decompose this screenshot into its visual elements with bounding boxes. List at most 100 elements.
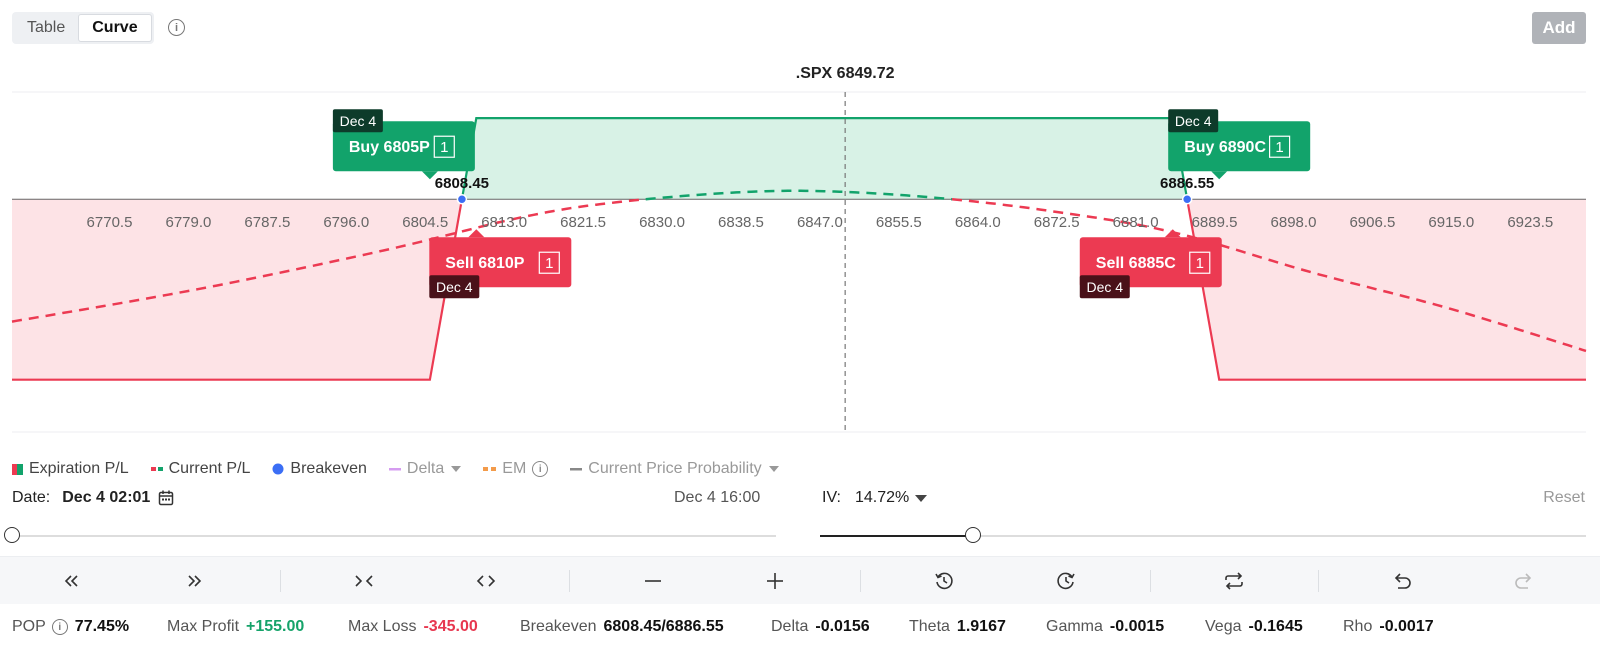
legend-expiration-pl[interactable]: Expiration P/L (12, 460, 129, 478)
theta-value: 1.9167 (956, 618, 1006, 635)
spot-price-label: .SPX 6849.72 (796, 65, 895, 82)
iv-value[interactable]: 14.72% (854, 489, 910, 506)
iv-slider-handle[interactable] (965, 527, 982, 543)
x-tick-label: 6804.5 (402, 214, 448, 231)
leg-tag-pointer (1211, 171, 1228, 180)
max-profit-value: +155.00 (246, 618, 305, 635)
leg-tag-pointer (468, 229, 485, 238)
view-toggle: Table Curve (12, 12, 154, 44)
leg-date-chip (429, 275, 480, 299)
legend-probability[interactable]: Current Price Probability (570, 460, 779, 478)
x-tick-label: 6821.5 (560, 214, 606, 231)
leg-date-label: Dec 4 (1175, 113, 1212, 129)
leg-tag-label: Buy 6805P (349, 139, 430, 156)
iv-slider-track[interactable] (820, 535, 1586, 537)
expand-range-icon[interactable] (472, 568, 500, 594)
breakeven-value: 6808.45/6886.55 (603, 618, 724, 635)
toolbar-divider (1318, 570, 1319, 592)
legend-breakeven[interactable]: Breakeven (272, 460, 367, 478)
max-loss-label: Max Loss (348, 618, 417, 635)
theta-label: Theta (909, 618, 950, 635)
date-slider-track[interactable] (12, 535, 776, 537)
pop-info-icon[interactable]: i (51, 619, 68, 635)
profit-area (461, 118, 1188, 200)
chevron-down-icon[interactable] (915, 494, 928, 502)
leg-date-chip (1079, 275, 1130, 299)
leg-tag-label: Sell 6810P (445, 255, 524, 272)
collapse-range-icon[interactable] (350, 568, 378, 594)
date-slider-handle[interactable] (4, 527, 20, 543)
reset-button[interactable]: Reset (1543, 489, 1585, 506)
x-tick-label: 6770.5 (87, 214, 133, 231)
leg-qty-label: 1 (440, 139, 448, 156)
leg-tag-box (332, 121, 475, 172)
rho-value: -0.0017 (1379, 618, 1434, 635)
legend-em-label: EM (502, 460, 527, 477)
undo-icon[interactable] (1388, 568, 1416, 594)
leg-qty-label: 1 (1275, 139, 1283, 156)
breakeven-dot (456, 193, 468, 205)
x-tick-label: 6796.0 (323, 214, 369, 231)
scroll-left-fast-icon[interactable] (58, 568, 86, 594)
current-pl-line (645, 189, 952, 201)
legend-em[interactable]: EM i (483, 460, 549, 478)
em-info-icon[interactable]: i (532, 461, 549, 477)
toolbar-divider (280, 570, 281, 592)
x-tick-label: 6830.0 (639, 214, 685, 231)
add-button[interactable]: Add (1532, 12, 1586, 44)
legend-probability-label: Current Price Probability (588, 460, 762, 477)
stat-gamma: Gamma -0.0015 (1046, 618, 1164, 636)
x-tick-label: 6906.5 (1349, 214, 1395, 231)
date-label: Date: (12, 489, 51, 506)
probability-swatch-icon (570, 467, 583, 470)
toolbar-divider (860, 570, 861, 592)
info-icon[interactable]: i (168, 19, 185, 36)
x-tick-label: 6881.0 (1113, 214, 1159, 231)
leg-qty-box (538, 251, 560, 274)
legend-current-pl[interactable]: Current P/L (150, 460, 250, 478)
leg-date-chip (1168, 109, 1219, 133)
max-profit-label: Max Profit (167, 618, 240, 635)
leg-tag-label: Sell 6885C (1096, 255, 1177, 272)
date-value[interactable]: Dec 4 02:01 (62, 489, 151, 506)
stat-pop: POP i 77.45% (12, 618, 129, 636)
time-forward-icon[interactable] (1052, 568, 1080, 594)
legend-delta-label: Delta (406, 460, 445, 477)
leg-qty-box (433, 135, 455, 158)
leg-qty-box (1189, 251, 1211, 274)
toolbar-divider (1150, 570, 1151, 592)
vega-value: -0.1645 (1248, 618, 1303, 635)
redo-icon[interactable] (1510, 568, 1538, 594)
curve-tab[interactable]: Curve (78, 14, 152, 42)
breakeven-label: Breakeven (520, 618, 597, 635)
leg-date-label: Dec 4 (1086, 279, 1123, 295)
delta-label: Delta (771, 618, 809, 635)
current-swatch-icon (150, 467, 163, 471)
x-tick-label: 6889.5 (1192, 214, 1238, 231)
x-tick-label: 6779.0 (165, 214, 211, 231)
leg-tag-pointer (1164, 229, 1181, 238)
legend-expiration-label: Expiration P/L (29, 460, 129, 477)
x-tick-label: 6813.0 (481, 214, 527, 231)
leg-date-label: Dec 4 (340, 113, 377, 129)
zoom-out-icon[interactable] (639, 568, 667, 594)
gamma-value: -0.0015 (1109, 618, 1165, 635)
breakeven-dot-icon (272, 463, 284, 475)
stat-max-profit: Max Profit +155.00 (167, 618, 304, 636)
swap-icon[interactable] (1220, 568, 1248, 594)
legend-delta[interactable]: Delta (388, 460, 462, 478)
stat-vega: Vega -0.1645 (1205, 618, 1303, 636)
leg-date-chip (332, 109, 383, 133)
iv-label: IV: (822, 489, 841, 506)
scroll-right-fast-icon[interactable] (180, 568, 208, 594)
x-tick-label: 6855.5 (876, 214, 922, 231)
time-back-icon[interactable] (930, 568, 958, 594)
table-tab[interactable]: Table (27, 19, 66, 36)
calendar-icon[interactable] (158, 490, 174, 506)
date-control: Date: Dec 4 02:01 (12, 489, 174, 507)
leg-tag-label: Buy 6890C (1184, 139, 1266, 156)
delta-swatch-icon (388, 467, 401, 470)
zoom-in-icon[interactable] (761, 568, 789, 594)
leg-tag-box (1168, 121, 1311, 172)
leg-qty-box (1268, 135, 1291, 158)
